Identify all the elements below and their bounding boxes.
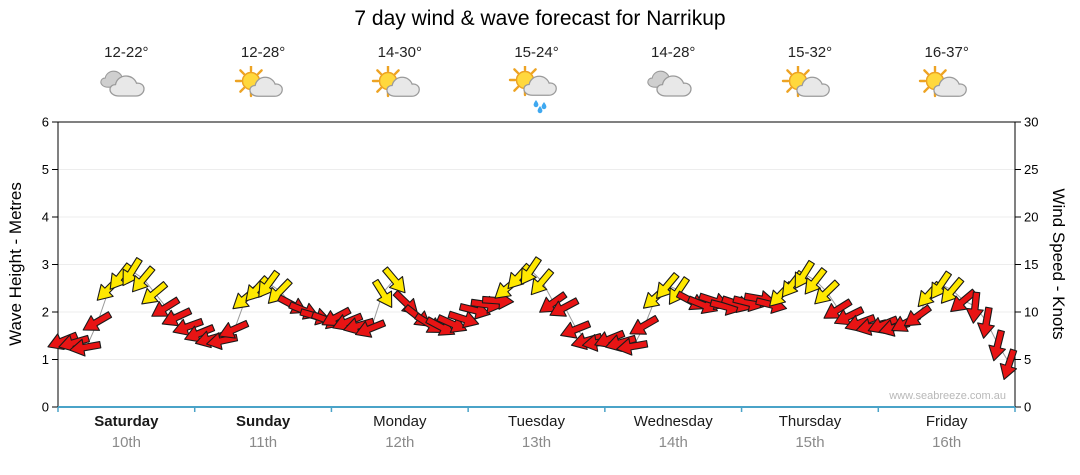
day-date: 16th: [932, 434, 962, 451]
wind-arrow: [977, 306, 995, 339]
left-axis-tick-label: 5: [42, 162, 49, 177]
wind-arrow: [218, 319, 250, 339]
day-date: 14th: [658, 434, 688, 451]
wind-arrow: [794, 259, 815, 289]
right-axis-tick-label: 20: [1024, 210, 1038, 225]
weather-icons-row: [58, 64, 1015, 116]
left-axis-tick-label: 6: [42, 115, 49, 130]
left-axis-tick-label: 2: [42, 305, 49, 320]
weather-icon-partly-sunny: [331, 64, 468, 116]
watermark: www.seabreeze.com.au: [889, 390, 1006, 402]
wind-arrow: [930, 270, 952, 300]
wind-arrow: [965, 291, 984, 324]
right-axis-tick-label: 25: [1024, 162, 1038, 177]
wind-arrow: [804, 267, 828, 295]
wind-arrow: [950, 288, 978, 313]
day-label-cell: Tuesday 13th: [468, 413, 605, 451]
day-name: Sunday: [235, 413, 291, 430]
page-title: 7 day wind & wave forecast for Narrikup: [354, 7, 726, 30]
wind-arrow: [82, 311, 113, 331]
day-label-cell: Monday 12th: [331, 413, 468, 451]
wind-arrow: [520, 256, 542, 285]
day-label-cell: Saturday 10th: [58, 413, 195, 451]
weather-icon-cloudy: [605, 64, 742, 116]
day-date: 10th: [111, 434, 141, 451]
wind-arrow: [122, 257, 143, 287]
weather-icon-partly-sunny: [878, 64, 1015, 116]
wind-arrow: [245, 275, 270, 302]
weather-icon-partly-sunny-rain: [468, 64, 605, 116]
wind-arrow: [629, 314, 660, 335]
day-name: Friday: [925, 413, 968, 430]
wind-arrow: [141, 280, 169, 305]
wind-arrow: [447, 310, 480, 329]
wind-arrow: [354, 319, 387, 338]
wind-arrow: [372, 278, 393, 308]
wind-arrow: [656, 272, 680, 299]
temperature-row: 12-22° 12-28° 14-30° 15-24° 14-28° 15-32…: [58, 44, 1015, 61]
wind-arrow: [814, 279, 840, 305]
right-axis-tick-label: 30: [1024, 115, 1038, 130]
wind-arrow: [988, 329, 1006, 362]
wind-arrow: [436, 314, 468, 333]
weather-icon-partly-sunny: [195, 64, 332, 116]
wind-arrow: [343, 317, 375, 335]
day-temperature: 14-28°: [651, 44, 696, 61]
wind-arrow: [940, 276, 965, 304]
weather-icon-cloudy: [58, 64, 195, 116]
day-label-cell: Wednesday 14th: [605, 413, 742, 451]
right-axis-tick-label: 0: [1024, 400, 1031, 415]
day-date: 11th: [249, 434, 278, 451]
wind-arrow: [999, 348, 1018, 381]
day-name: Tuesday: [508, 413, 565, 430]
wind-arrow: [616, 337, 649, 356]
wind-arrow: [172, 317, 204, 336]
wind-arrow: [161, 307, 193, 327]
day-temperature: 14-30°: [377, 44, 422, 61]
day-label-cell: Sunday 11th: [195, 413, 332, 451]
right-axis-tick-label: 5: [1024, 352, 1031, 367]
wind-arrow: [184, 324, 216, 343]
day-label-cell: Thursday 15th: [742, 413, 879, 451]
wind-arrow: [69, 338, 102, 357]
wind-arrow: [258, 269, 281, 298]
right-axis-tick-label: 15: [1024, 257, 1038, 272]
day-date: 15th: [795, 434, 825, 451]
left-axis-tick-label: 4: [42, 210, 49, 225]
day-date: 13th: [521, 434, 552, 451]
day-name: Monday: [373, 413, 427, 430]
wind-arrow: [530, 268, 555, 296]
left-axis-tick-label: 1: [42, 352, 49, 367]
day-temperature: 12-28°: [240, 44, 286, 61]
wind-arrow: [833, 306, 865, 326]
right-axis-tick-label: 10: [1024, 305, 1038, 320]
wind-arrow: [823, 298, 853, 319]
wind-arrow: [109, 262, 133, 290]
day-name: Wednesday: [633, 413, 713, 430]
left-axis-tick-label: 3: [42, 257, 49, 272]
day-name: Saturday: [94, 413, 159, 430]
wind-arrow: [151, 296, 181, 317]
left-axis-tick-label: 0: [42, 400, 49, 415]
day-name: Thursday: [778, 413, 842, 430]
weather-icon-partly-sunny: [742, 64, 879, 116]
wind-arrow: [549, 297, 580, 317]
day-temperature: 16-37°: [924, 44, 969, 61]
wind-arrow: [560, 320, 592, 339]
day-temperature: 15-32°: [787, 44, 833, 61]
wind-arrow: [539, 291, 568, 313]
wind-arrow: [131, 265, 156, 293]
day-label-cell: Friday 16th: [878, 413, 1015, 451]
wind-arrow: [903, 304, 932, 327]
wind-arrow: [321, 306, 352, 327]
day-date: 12th: [385, 434, 415, 451]
day-labels-row: Saturday 10th Sunday 11th Monday 12th Tu…: [58, 413, 1015, 451]
day-temperature: 12-22°: [104, 44, 149, 61]
day-temperature: 15-24°: [514, 44, 559, 61]
